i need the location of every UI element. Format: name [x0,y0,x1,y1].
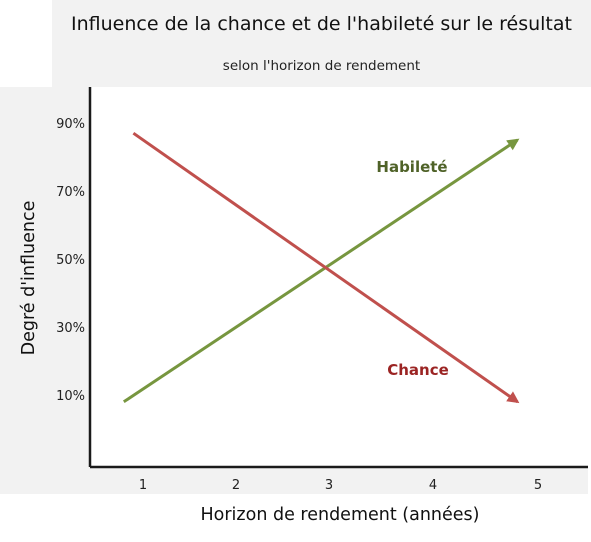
y-tick-label: 90% [56,117,85,132]
series-label-habilete: Habileté [376,158,447,176]
x-axis-panel [52,467,588,494]
x-tick-label: 5 [534,478,542,493]
chart-header: Influence de la chance et de l'habileté … [52,0,591,87]
x-tick-label: 2 [232,478,240,493]
x-axis-title: Horizon de rendement (années) [200,505,480,525]
y-tick-label: 50% [56,253,85,268]
series-lines [122,131,520,404]
x-tick-label: 4 [429,478,437,493]
series-line-habilete [122,138,520,404]
series-label-chance: Chance [387,361,449,379]
chart-subtitle: selon l'horizon de rendement [222,58,421,74]
x-tick-label: 1 [139,478,147,493]
series-labels: Habileté Chance [376,158,448,379]
y-tick-label: 70% [56,185,85,200]
x-tick-label: 3 [325,478,333,493]
y-tick-label: 10% [56,389,85,404]
y-tick-label: 30% [56,321,85,336]
chart-title: Influence de la chance et de l'habileté … [71,13,572,35]
x-tick-labels: 1 2 3 4 5 [139,478,542,493]
series-line-chance [132,131,520,404]
y-tick-labels: 10% 30% 50% 70% 90% [56,117,85,404]
y-axis-panel [0,87,90,494]
